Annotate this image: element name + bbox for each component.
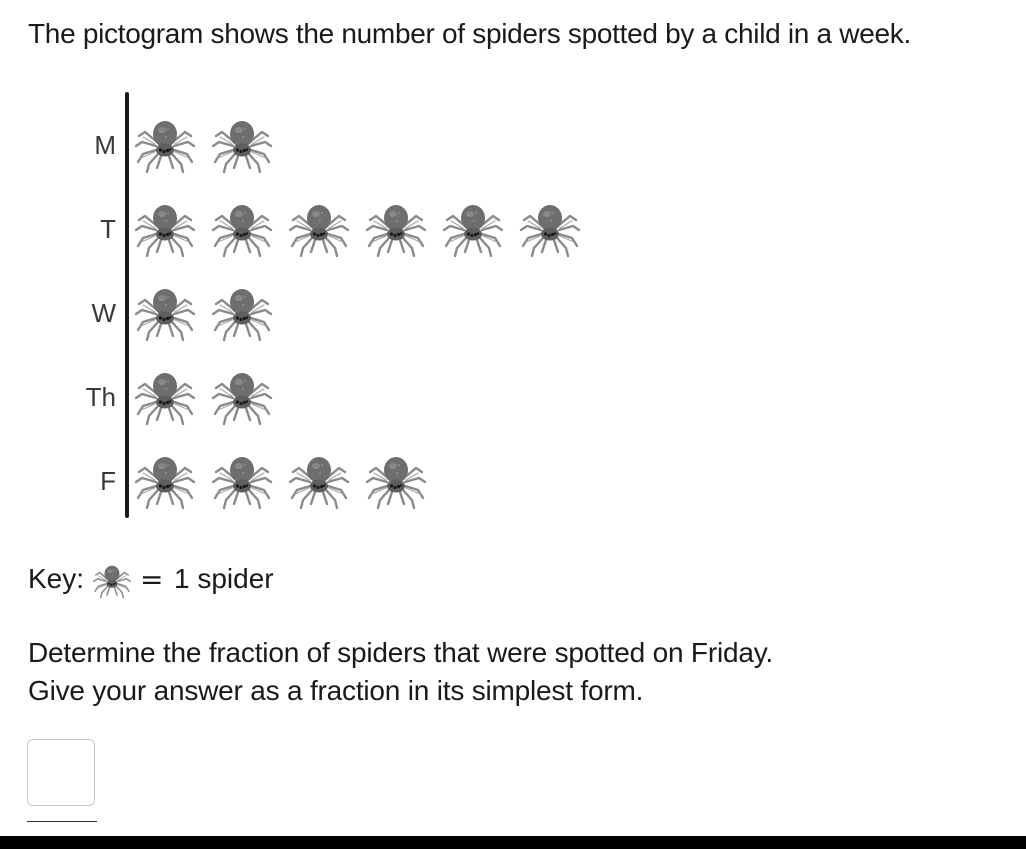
spider-icon (134, 287, 196, 342)
question-line-1: Determine the fraction of spiders that w… (28, 637, 774, 668)
pictogram-axis-line (125, 92, 129, 518)
day-label: M (94, 130, 116, 160)
intro-text: The pictogram shows the number of spider… (28, 18, 911, 49)
spider-icon (211, 119, 273, 174)
key-label: Key: (28, 563, 85, 594)
day-label: W (91, 298, 116, 328)
bottom-bar (0, 836, 1026, 849)
spider-icon (519, 203, 581, 258)
spider-icon (365, 455, 427, 510)
spider-icon (211, 287, 273, 342)
day-label: Th (85, 382, 116, 412)
spider-icon (288, 455, 350, 510)
spider-icon (365, 203, 427, 258)
key-value: 1 spider (174, 563, 274, 594)
key-equals-sign: = (140, 563, 164, 596)
spider-icon (93, 564, 131, 599)
fraction-bar (27, 821, 97, 822)
spider-icon (134, 371, 196, 426)
question-line-2: Give your answer as a fraction in its si… (28, 675, 644, 706)
answer-numerator-input[interactable] (27, 739, 95, 806)
spider-icon (134, 119, 196, 174)
spider-icon (211, 455, 273, 510)
question-text: Determine the fraction of spiders that w… (28, 634, 773, 710)
spider-icon (442, 203, 504, 258)
spider-icon (134, 203, 196, 258)
day-label: F (100, 466, 116, 496)
spider-icon (211, 371, 273, 426)
day-label: T (100, 214, 116, 244)
spider-icon (288, 203, 350, 258)
pictogram: M T W Th F (0, 90, 700, 520)
spider-icon (134, 455, 196, 510)
spider-icon (211, 203, 273, 258)
